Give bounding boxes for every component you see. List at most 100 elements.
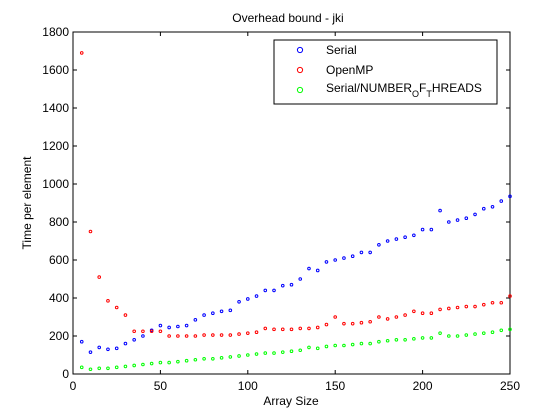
point-openmp <box>464 304 469 309</box>
point-openmp <box>385 317 390 321</box>
point-serial <box>385 239 390 243</box>
point-openmp <box>499 300 504 305</box>
point-openmp <box>447 306 451 311</box>
data-points <box>79 51 512 372</box>
point-serial <box>307 266 311 271</box>
point-serial-threads <box>385 338 390 343</box>
x-tick-label: 200 <box>413 379 433 393</box>
point-serial <box>368 250 372 255</box>
point-serial <box>429 227 434 232</box>
point-serial-threads <box>420 336 425 340</box>
point-serial-threads <box>481 331 486 335</box>
y-tick-label: 0 <box>62 367 69 381</box>
point-serial <box>333 258 338 262</box>
legend-label-part-mid1: F <box>419 81 426 95</box>
point-serial <box>289 282 294 287</box>
point-serial-threads <box>246 353 250 357</box>
point-openmp <box>272 327 276 332</box>
point-serial <box>228 308 233 313</box>
point-serial <box>359 250 364 255</box>
point-openmp <box>298 326 303 331</box>
x-axis-label: Array Size <box>263 394 319 408</box>
y-tick-label: 800 <box>49 215 69 229</box>
point-serial <box>167 325 171 330</box>
point-serial-threads <box>184 358 189 363</box>
point-openmp <box>420 311 425 316</box>
y-tick-label: 1400 <box>42 101 69 115</box>
point-serial <box>106 347 110 352</box>
point-serial-threads <box>106 366 110 371</box>
point-openmp <box>307 326 311 331</box>
point-serial <box>280 283 285 288</box>
point-openmp <box>289 327 294 332</box>
point-serial-threads <box>377 339 381 344</box>
point-openmp <box>193 334 198 338</box>
point-openmp <box>228 333 233 337</box>
point-serial <box>464 216 469 220</box>
point-openmp <box>324 322 329 327</box>
point-openmp <box>438 307 442 312</box>
legend-label-openmp: OpenMP <box>326 63 373 77</box>
point-serial-threads <box>237 354 241 358</box>
point-serial-threads <box>132 363 136 368</box>
legend-label-part-sub1: O <box>412 89 419 99</box>
point-openmp <box>106 299 110 303</box>
point-serial-threads <box>333 343 338 348</box>
point-serial <box>412 233 416 238</box>
point-openmp <box>368 319 372 324</box>
point-serial <box>123 341 128 346</box>
point-openmp <box>219 333 224 337</box>
point-openmp <box>280 327 285 332</box>
point-serial-threads <box>359 341 364 346</box>
point-openmp <box>167 334 171 338</box>
point-openmp <box>394 315 399 319</box>
y-tick-label: 1600 <box>42 63 69 77</box>
point-openmp <box>350 321 355 326</box>
point-serial-threads <box>324 344 329 349</box>
point-serial <box>499 199 504 203</box>
point-openmp <box>211 333 215 337</box>
point-serial-threads <box>228 355 233 359</box>
point-openmp <box>79 51 84 55</box>
point-serial-threads <box>298 348 303 353</box>
point-serial-threads <box>394 338 399 342</box>
point-serial <box>114 346 119 351</box>
point-serial-threads <box>289 349 294 354</box>
point-serial <box>298 277 303 281</box>
point-openmp <box>315 325 320 330</box>
point-serial <box>377 243 381 247</box>
point-serial <box>141 334 145 338</box>
point-serial-threads <box>263 351 268 355</box>
legend-label-serial: Serial <box>326 43 357 57</box>
point-serial <box>315 268 320 273</box>
point-openmp <box>123 313 128 317</box>
point-serial-threads <box>141 362 145 367</box>
point-openmp <box>333 315 338 319</box>
point-openmp <box>132 329 136 334</box>
point-serial-threads <box>272 351 276 355</box>
legend-marker-serial <box>296 46 304 54</box>
legend-marker-openmp <box>296 66 304 74</box>
point-openmp <box>246 331 250 335</box>
point-serial <box>455 218 460 222</box>
legend-label-serial-threads: Serial/NUMBEROFTHREADS <box>326 81 482 99</box>
point-openmp <box>158 329 163 334</box>
x-tick-label: 100 <box>238 379 258 393</box>
x-tick-label: 150 <box>325 379 345 393</box>
point-openmp <box>481 302 486 307</box>
point-serial-threads <box>342 343 346 348</box>
point-serial-threads <box>499 328 504 333</box>
point-openmp <box>88 229 93 234</box>
point-serial-threads <box>315 346 320 351</box>
point-openmp <box>114 305 119 310</box>
point-serial-threads <box>473 332 477 336</box>
point-openmp <box>359 320 364 325</box>
y-axis-ticks: 0 200 400 600 800 1000 1200 1400 1600 1800 <box>42 25 510 381</box>
point-serial <box>263 288 268 293</box>
point-serial <box>350 254 355 259</box>
point-openmp <box>97 275 102 279</box>
point-serial-threads <box>412 337 416 341</box>
point-openmp <box>263 326 268 331</box>
